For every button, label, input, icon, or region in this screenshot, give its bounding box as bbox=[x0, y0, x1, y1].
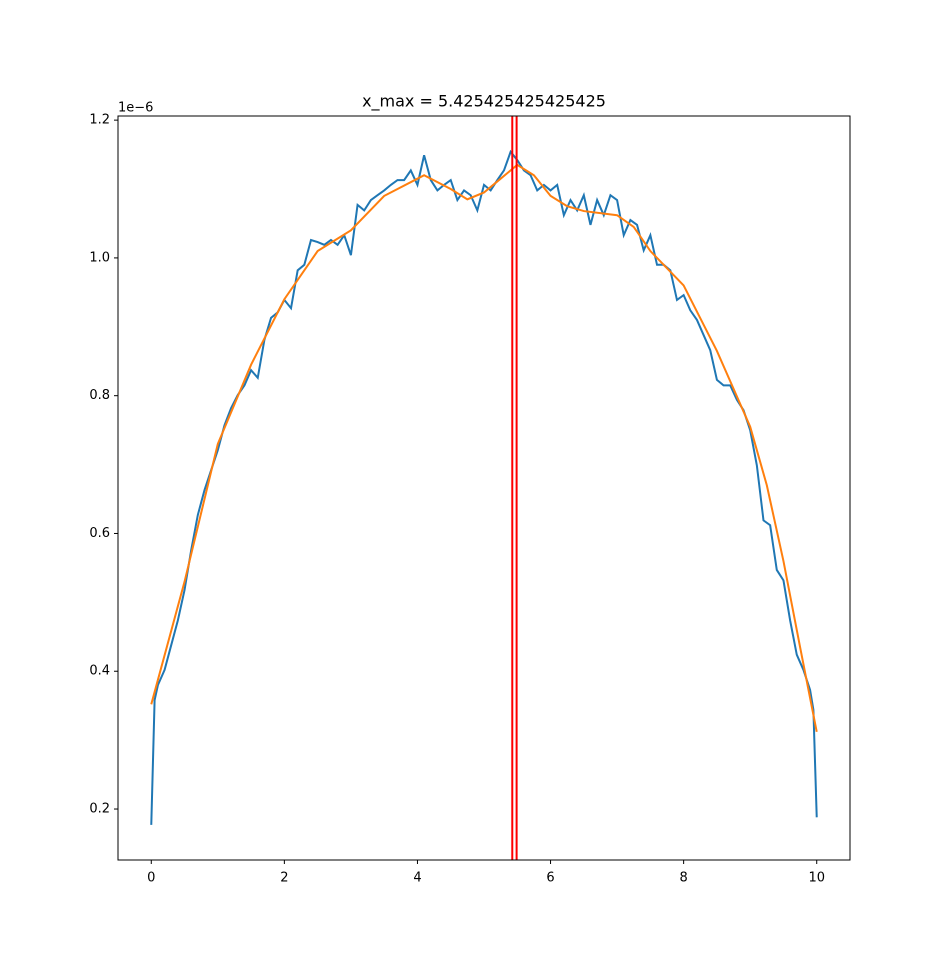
x-tick-label: 2 bbox=[280, 871, 288, 886]
y-tick-label: 0.4 bbox=[89, 664, 110, 679]
x-tick-label: 8 bbox=[679, 871, 687, 886]
x-tick-label: 0 bbox=[147, 871, 155, 886]
plot-frame bbox=[117, 115, 851, 861]
x-tick-label: 6 bbox=[546, 871, 554, 886]
line-series bbox=[150, 149, 818, 825]
y-tick-label: 1.2 bbox=[89, 113, 110, 128]
y-tick-label: 0.8 bbox=[89, 388, 110, 403]
y-offset-label: 1e−6 bbox=[118, 101, 153, 116]
chart-title: x_max = 5.425425425425425 bbox=[362, 92, 606, 112]
x-tick-label: 10 bbox=[808, 871, 825, 886]
x-tick-label: 4 bbox=[413, 871, 421, 886]
y-tick-label: 0.2 bbox=[89, 802, 110, 817]
y-tick-label: 0.6 bbox=[89, 526, 110, 541]
y-tick-label: 1.0 bbox=[89, 250, 110, 265]
